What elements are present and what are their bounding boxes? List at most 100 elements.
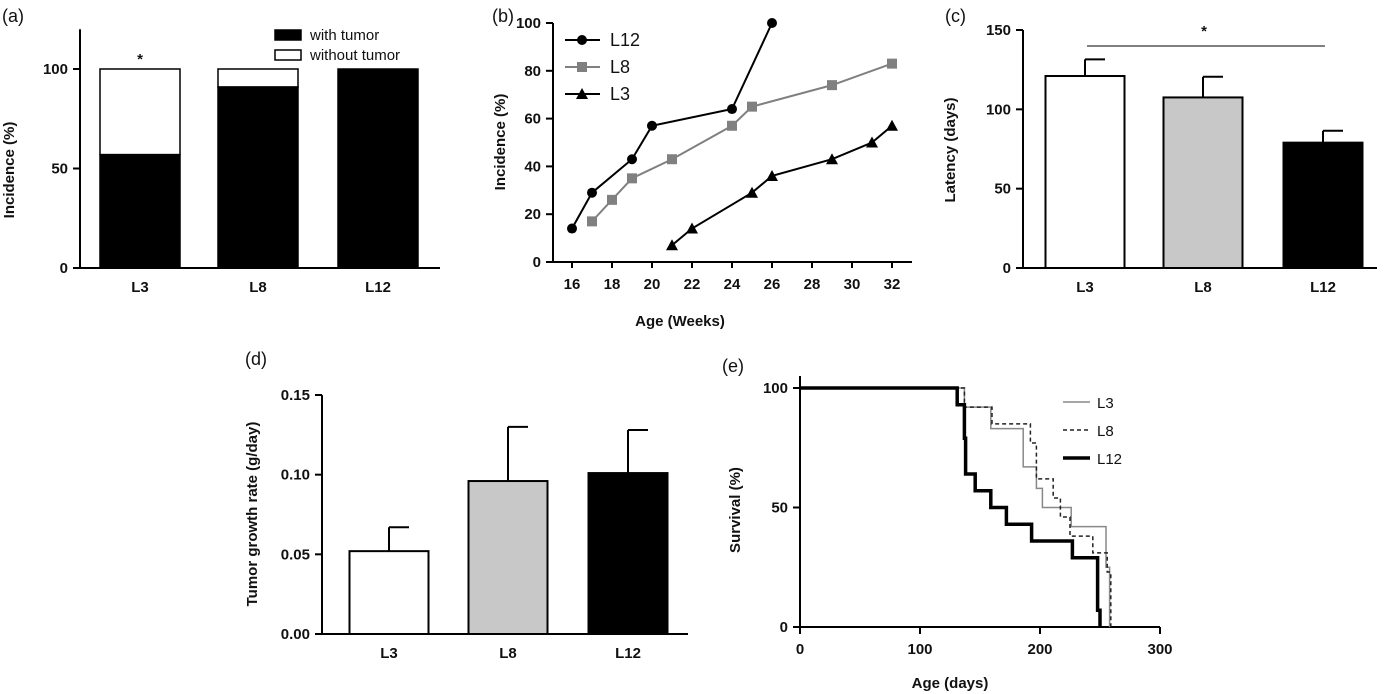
x-tick-label: L8 (249, 279, 267, 296)
x-tick-label: L12 (365, 279, 391, 296)
bar (587, 472, 669, 635)
y-tick-label: 0 (60, 260, 68, 277)
panel-label: (c) (945, 6, 966, 26)
x-tick-label: 24 (724, 276, 741, 293)
x-tick-label: 20 (644, 276, 661, 293)
x-tick-label: L8 (499, 645, 517, 662)
marker-square (587, 216, 597, 227)
x-tick-label: 28 (804, 276, 821, 293)
x-tick-label: 16 (564, 276, 581, 293)
marker-circle (567, 223, 577, 234)
x-tick-label: 200 (1027, 641, 1052, 658)
y-axis-label: Tumor growth rate (g/day) (244, 422, 261, 607)
x-tick-label: 30 (844, 276, 861, 293)
y-tick-label: 80 (524, 63, 541, 80)
bar-with-tumor (99, 153, 181, 269)
y-tick-label: 0 (1003, 260, 1011, 277)
panel-label: (e) (722, 356, 744, 376)
series-L8: L8 (565, 57, 897, 227)
bar-without-tumor (99, 68, 181, 156)
y-tick-label: 100 (986, 101, 1011, 118)
y-tick-label: 50 (51, 161, 68, 178)
y-axis-label: Incidence (%) (492, 94, 509, 191)
marker-square (607, 194, 617, 205)
legend-label: L3 (1097, 395, 1114, 412)
bar-without-tumor (217, 68, 299, 88)
x-axis-label: Age (Weeks) (635, 313, 725, 330)
bar-with-tumor (217, 86, 299, 269)
survival-curve-L12 (800, 386, 1102, 627)
panel-label: (a) (2, 6, 24, 26)
marker-square (727, 120, 737, 131)
marker-circle (587, 187, 597, 198)
legend-label: L8 (610, 57, 630, 77)
marker-triangle (886, 119, 898, 131)
x-tick-label: L3 (131, 279, 149, 296)
y-tick-label: 0.15 (281, 387, 310, 404)
y-tick-label: 50 (994, 181, 1011, 198)
marker-circle (767, 18, 777, 28)
panel-b: (b) Incidence (%) Age (Weeks) 0 20 40 60 80 100 1… (492, 6, 912, 330)
marker-triangle (766, 169, 778, 181)
legend-label: without tumor (309, 47, 400, 64)
marker-triangle (576, 88, 588, 99)
x-tick-label: 100 (907, 641, 932, 658)
y-tick-label: 0 (533, 254, 541, 271)
marker-square (627, 173, 637, 184)
legend-label: L12 (1097, 451, 1122, 468)
legend-label: L12 (610, 30, 640, 50)
y-axis-label: Survival (%) (727, 467, 744, 553)
y-tick-label: 100 (763, 380, 788, 397)
x-tick-label: 0 (796, 641, 804, 658)
x-tick-label: 32 (884, 276, 901, 293)
marker-square (577, 62, 587, 72)
bar (1044, 75, 1126, 269)
marker-square (827, 80, 837, 91)
legend-swatch (274, 29, 302, 41)
marker-triangle (666, 239, 678, 251)
y-tick-label: 0.10 (281, 467, 310, 484)
x-tick-label: 26 (764, 276, 781, 293)
y-tick-label: 0.00 (281, 626, 310, 643)
marker-square (887, 58, 897, 69)
marker-circle (577, 35, 587, 45)
series-L3: L3 (565, 84, 898, 251)
marker-square (747, 101, 757, 112)
marker-circle (627, 154, 637, 165)
bar (348, 550, 430, 635)
y-tick-label: 50 (771, 500, 788, 517)
significance-star: * (1201, 23, 1207, 40)
panel-d: (d) Tumor growth rate (g/day) 0.00 0.05 0.10… (244, 349, 688, 662)
legend-label: with tumor (309, 27, 379, 44)
y-tick-label: 60 (524, 111, 541, 128)
series-line (671, 125, 893, 247)
y-axis-label: Incidence (%) (1, 122, 18, 219)
x-tick-label: L12 (1310, 279, 1336, 296)
y-tick-label: 150 (986, 22, 1011, 39)
y-axis-label: Latency (days) (942, 97, 959, 202)
legend: with tumor without tumor (274, 27, 400, 64)
x-tick-label: L12 (615, 645, 641, 662)
panel-label: (d) (245, 349, 267, 369)
series-line (571, 22, 773, 230)
marker-triangle (746, 186, 758, 198)
y-tick-label: 20 (524, 206, 541, 223)
y-tick-label: 100 (516, 15, 541, 32)
panel-e: (e) Survival (%) Age (days) 0 50 100 0 100 200 30… (722, 356, 1173, 692)
bar (467, 480, 549, 636)
x-tick-label: L3 (380, 645, 398, 662)
significance-star: * (137, 51, 143, 68)
x-tick-label: 300 (1147, 641, 1172, 658)
marker-triangle (866, 136, 878, 148)
marker-triangle (686, 222, 698, 234)
x-tick-label: L8 (1194, 279, 1212, 296)
marker-circle (647, 120, 657, 131)
x-tick-label: L3 (1076, 279, 1094, 296)
y-tick-label: 0.05 (281, 546, 310, 563)
legend-label: L3 (610, 84, 630, 104)
x-axis-label: Age (days) (912, 675, 989, 692)
x-tick-label: 18 (604, 276, 621, 293)
bar-with-tumor (337, 68, 419, 269)
